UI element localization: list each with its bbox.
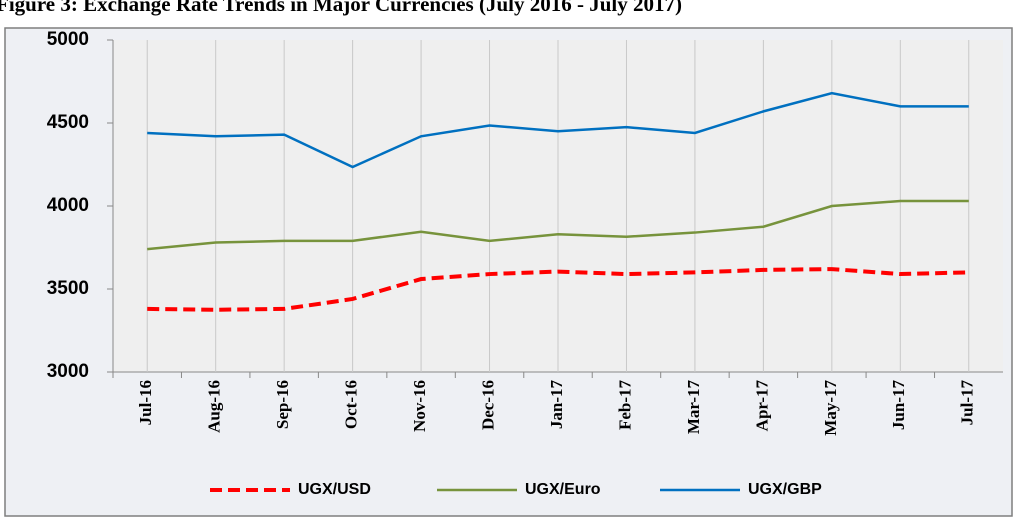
y-tick-label: 4500 <box>47 112 89 133</box>
legend-label: UGX/GBP <box>748 481 822 498</box>
x-tick-label: Nov-16 <box>410 380 429 432</box>
x-tick-label: May-17 <box>821 380 840 436</box>
y-tick-label: 4000 <box>47 195 89 216</box>
x-tick-label: Apr-17 <box>752 380 771 432</box>
x-tick-label: Sep-16 <box>273 380 292 429</box>
x-tick-label: Mar-17 <box>684 380 703 435</box>
legend-label: UGX/USD <box>298 481 371 498</box>
chart-title: Figure 3: Exchange Rate Trends in Major … <box>0 0 682 16</box>
series-line <box>147 267 969 312</box>
legend-label: UGX/Euro <box>525 481 601 498</box>
x-tick-label: Jan-17 <box>547 380 566 430</box>
series-line <box>147 199 969 251</box>
series-line <box>147 91 969 169</box>
x-tick-label: Dec-16 <box>478 380 497 430</box>
x-tick-label: Jun-17 <box>889 380 908 431</box>
x-tick-label: Jul-16 <box>136 380 155 425</box>
y-tick-label: 5000 <box>47 29 89 50</box>
x-tick-label: Oct-16 <box>342 380 361 429</box>
x-tick-label: Aug-16 <box>205 380 224 433</box>
y-tick-label: 3000 <box>47 361 89 382</box>
x-tick-label: Jul-17 <box>958 380 977 426</box>
y-tick-label: 3500 <box>47 278 89 299</box>
x-tick-label: Feb-17 <box>615 380 634 431</box>
